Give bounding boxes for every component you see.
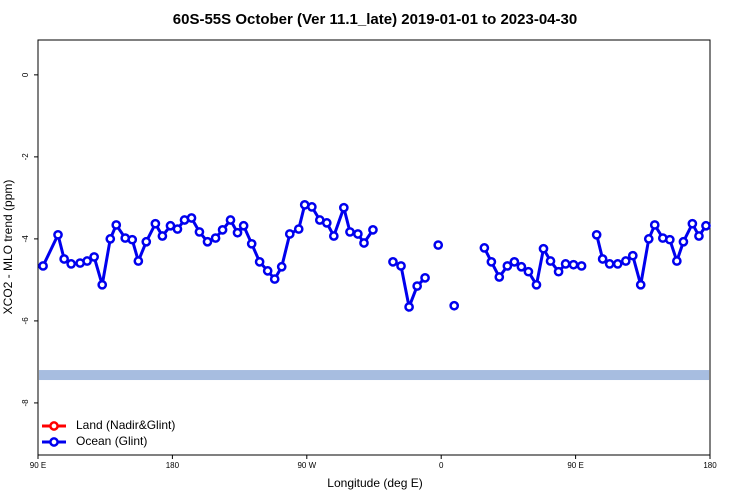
x-tick-label: 90 W [297, 461, 316, 470]
x-tick-label: 90 E [567, 461, 583, 470]
data-point [284, 229, 295, 239]
data-point [232, 227, 243, 238]
data-point [53, 229, 63, 240]
data-point [338, 202, 349, 213]
y-tick-label: -4 [21, 235, 30, 243]
data-point [523, 266, 534, 277]
y-tick-label: -2 [21, 153, 30, 161]
y-axis-title: XCO2 - MLO trend (ppm) [1, 180, 15, 315]
data-point [293, 224, 304, 234]
data-point [157, 231, 168, 241]
data-point [194, 227, 205, 237]
data-point [353, 229, 363, 239]
x-tick-label: 90 E [30, 461, 46, 470]
data-point [105, 234, 116, 244]
data-point [254, 257, 265, 267]
data-point [620, 256, 631, 266]
data-point [449, 300, 460, 311]
data-point [649, 220, 660, 230]
legend-label: Land (Nadir&Glint) [76, 418, 175, 432]
data-point [568, 259, 579, 270]
data-point [604, 259, 615, 269]
data-point [59, 254, 69, 264]
data-point [420, 272, 430, 283]
data-point [210, 233, 221, 243]
data-point [345, 227, 355, 237]
data-point [246, 238, 257, 249]
data-point [82, 256, 92, 266]
data-point [225, 215, 236, 225]
data-point [359, 238, 369, 248]
data-point [133, 256, 144, 266]
data-point [678, 236, 689, 247]
data-point [186, 213, 197, 223]
data-point [321, 218, 332, 228]
data-point [687, 218, 698, 229]
data-point [531, 279, 542, 290]
data-point [202, 236, 213, 247]
data-point [433, 240, 444, 250]
data-point [269, 274, 280, 284]
x-tick-label: 180 [166, 461, 180, 470]
data-point [172, 224, 183, 234]
data-point [404, 302, 414, 312]
data-point [627, 250, 638, 261]
data-point [576, 261, 587, 271]
y-tick-label: -6 [21, 317, 30, 325]
data-point [238, 220, 249, 231]
data-point [328, 231, 339, 241]
data-point [694, 231, 704, 241]
data-point [486, 257, 497, 267]
data-point [150, 218, 161, 229]
legend-label: Ocean (Glint) [76, 434, 147, 448]
data-point [494, 272, 505, 282]
data-point [560, 259, 571, 269]
data-point [664, 234, 675, 245]
data-point [643, 234, 654, 244]
data-point [509, 257, 520, 267]
data-point [538, 243, 549, 254]
data-point [111, 220, 122, 230]
data-point [141, 236, 152, 247]
data-point [262, 266, 273, 276]
legend-marker [49, 421, 59, 431]
legend-marker [49, 437, 59, 447]
plot-frame [37, 39, 711, 456]
x-tick-label: 0 [439, 461, 444, 470]
x-tick-label: 180 [703, 461, 717, 470]
data-point [276, 261, 287, 272]
data-point [701, 220, 711, 231]
reference-band [39, 370, 709, 381]
data-point [127, 234, 138, 245]
data-point [635, 279, 646, 290]
data-point [396, 261, 406, 271]
data-point [38, 261, 48, 271]
data-point [545, 256, 556, 266]
data-point [671, 256, 682, 266]
data-point [597, 254, 608, 264]
data-point [516, 261, 527, 272]
data-point [612, 259, 623, 269]
data-point [307, 202, 317, 212]
data-point [412, 281, 423, 291]
chart-title: 60S-55S October (Ver 11.1_late) 2019-01-… [173, 11, 577, 28]
data-point [217, 225, 228, 235]
data-point [502, 261, 513, 271]
data-point [479, 243, 490, 253]
data-point [591, 229, 602, 240]
data-point [388, 257, 398, 267]
data-point [66, 259, 77, 269]
data-point [368, 225, 378, 235]
series-line [595, 220, 708, 286]
data-point [97, 279, 108, 290]
data-point [553, 266, 564, 277]
y-tick-label: -8 [21, 399, 30, 407]
data-point [89, 252, 99, 262]
x-axis-title: Longitude (deg E) [327, 476, 422, 490]
y-tick-label: 0 [21, 72, 30, 77]
